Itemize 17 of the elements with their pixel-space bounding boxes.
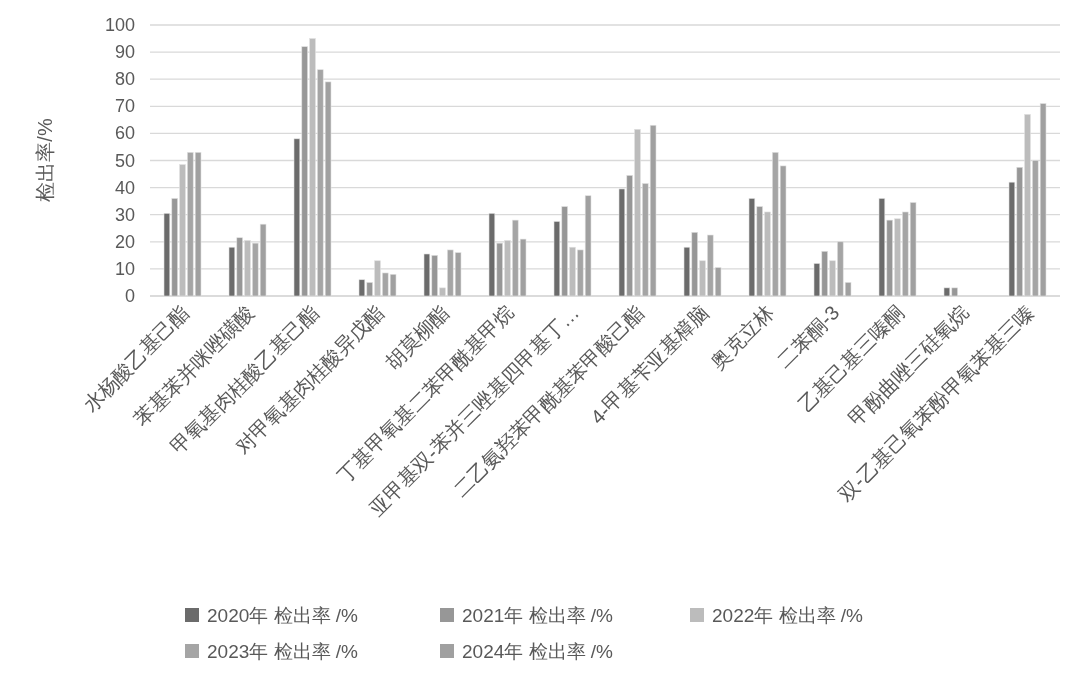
y-tick-label: 50 — [114, 150, 135, 171]
legend-label: 2022年 检出率 /% — [712, 605, 864, 626]
y-tick-label: 60 — [114, 123, 135, 144]
y-tick-label: 10 — [114, 258, 135, 279]
legend-label: 2020年 检出率 /% — [207, 605, 359, 626]
y-tick-label: 80 — [114, 69, 135, 90]
y-tick-label: 30 — [114, 204, 135, 225]
y-tick-label: 100 — [104, 15, 135, 35]
y-axis-title: 检出率/% — [34, 118, 56, 202]
legend-label: 2021年 检出率 /% — [462, 605, 614, 626]
y-tick-label: 70 — [114, 96, 135, 117]
y-tick-label: 90 — [114, 42, 135, 63]
legend-label: 2024年 检出率 /% — [462, 641, 614, 662]
y-tick-label: 0 — [124, 286, 135, 306]
y-tick-label: 40 — [114, 177, 135, 198]
y-tick-label: 20 — [114, 231, 135, 252]
legend-label: 2023年 检出率 /% — [207, 641, 359, 662]
